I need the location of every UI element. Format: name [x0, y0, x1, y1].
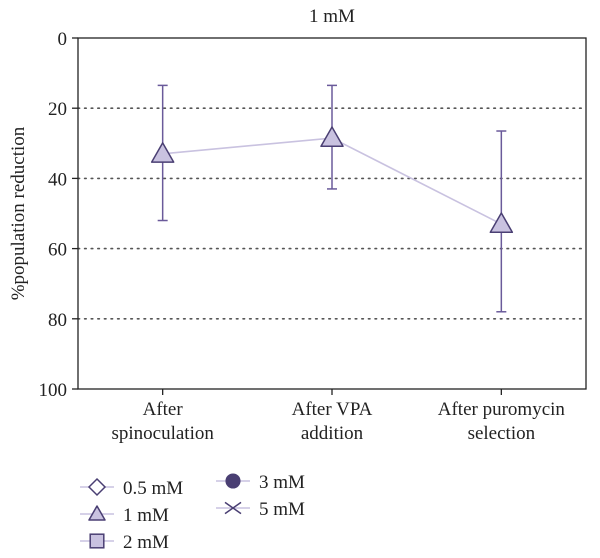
legend-marker: [87, 477, 107, 497]
legend-item: 3 mM: [216, 472, 305, 493]
data-point: [320, 126, 344, 148]
legend-marker: [88, 505, 106, 521]
legend-label: 2 mM: [123, 532, 169, 553]
y-tick-label: 0: [58, 29, 68, 50]
y-axis-label: %population reduction: [8, 126, 29, 300]
legend-marker: [224, 501, 242, 515]
x-tick-label: After puromycin selection: [438, 399, 566, 444]
y-tick-label: 20: [48, 99, 67, 120]
legend-label: 3 mM: [259, 472, 305, 493]
y-tick-label: 60: [48, 240, 67, 261]
legend-marker: [89, 533, 105, 549]
legend-label: 1 mM: [123, 505, 169, 526]
data-point: [489, 212, 514, 234]
legend-item: 1 mM: [80, 505, 169, 526]
legend-item: 0.5 mM: [80, 477, 183, 499]
legend-item: 5 mM: [216, 499, 305, 520]
data-point: [150, 142, 175, 163]
x-tick-label: After spinoculation: [111, 399, 214, 444]
cross-stroke: [224, 501, 242, 515]
y-tick-label: 40: [48, 169, 67, 190]
y-tick-label: 80: [48, 310, 67, 331]
legend-label: 0.5 mM: [123, 478, 183, 499]
legend-item: 2 mM: [80, 532, 169, 553]
chart-title: 1 mM: [309, 6, 355, 27]
legend-label: 5 mM: [259, 499, 305, 520]
y-tick-label: 100: [39, 380, 68, 401]
legend-marker: [225, 473, 241, 489]
x-tick-label: After VPA addition: [292, 399, 373, 444]
